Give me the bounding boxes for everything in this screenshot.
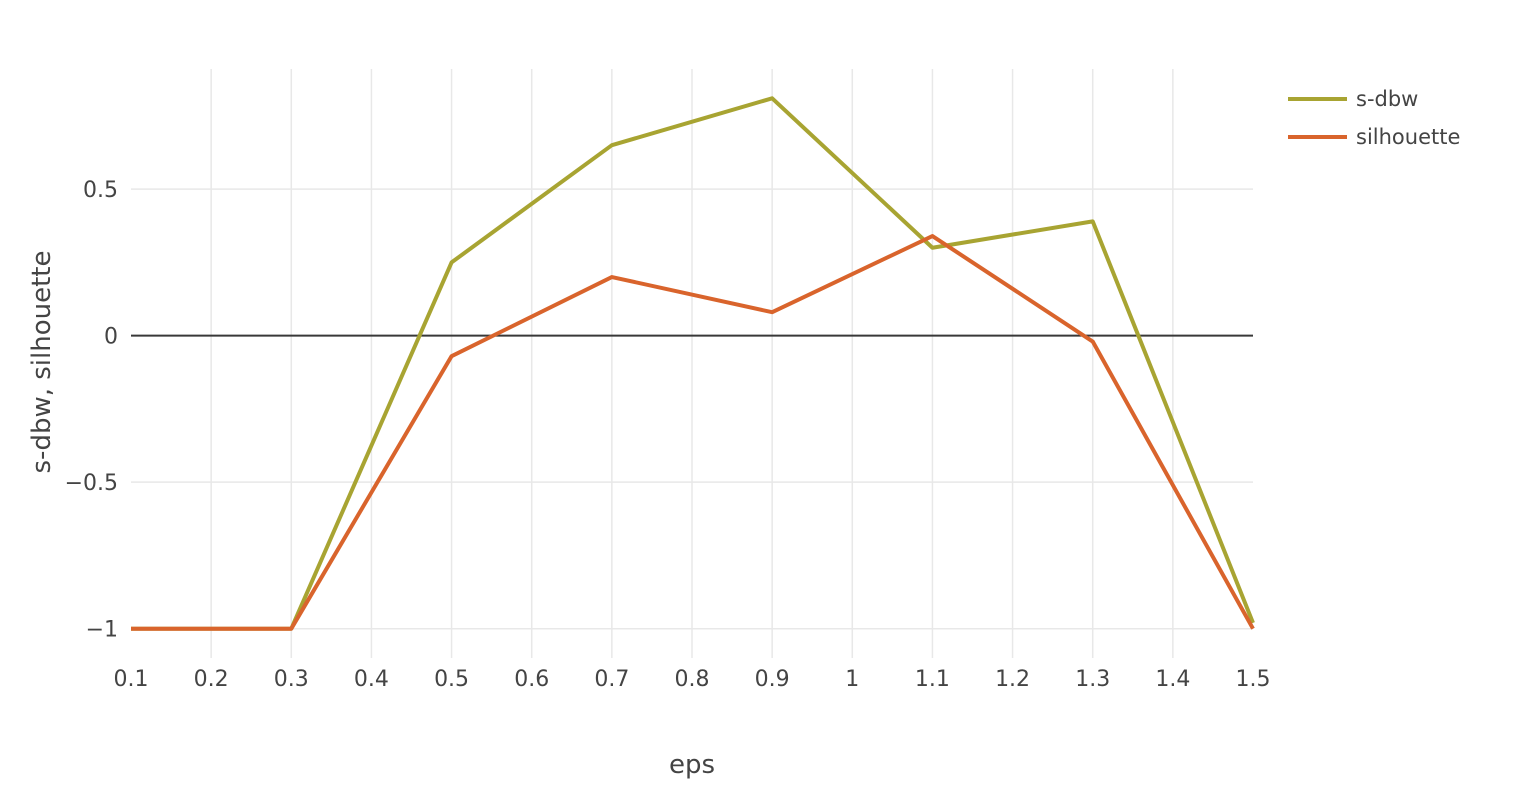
y-axis-title: s-dbw, silhouette [27, 251, 57, 474]
x-tick-label: 1.4 [1155, 667, 1190, 692]
tick-label-layer: 0.1 0.2 0.3 0.4 0.5 0.6 0.7 0.8 0.9 1 1.1 1.2 1.3 1.4… [65, 178, 1271, 692]
x-tick-label: 0.3 [274, 667, 309, 692]
series-line-silhouette [131, 234, 1255, 631]
x-tick-label: 0.2 [194, 667, 229, 692]
legend-label-s-dbw: s-dbw [1356, 87, 1418, 111]
legend: s-dbw silhouette [1288, 87, 1460, 149]
x-tick-label: 1.3 [1075, 667, 1110, 692]
x-tick-label: 0.6 [514, 667, 549, 692]
series-layer [131, 96, 1255, 631]
x-tick-label: 1.1 [915, 667, 950, 692]
x-tick-label: 1.2 [995, 667, 1030, 692]
x-tick-label: 1.5 [1236, 667, 1271, 692]
y-tick-label: 0.5 [83, 178, 118, 203]
y-tick-label: −1 [86, 618, 118, 643]
x-axis-title: eps [669, 750, 715, 780]
legend-label-silhouette: silhouette [1356, 125, 1460, 149]
x-tick-label: 1 [845, 667, 859, 692]
y-tick-label: −0.5 [65, 471, 118, 496]
x-tick-label: 0.4 [354, 667, 389, 692]
x-tick-label: 0.1 [114, 667, 149, 692]
grid-layer [131, 69, 1253, 658]
series-line-s-dbw [131, 96, 1255, 631]
y-tick-label: 0 [104, 325, 118, 350]
x-tick-label: 0.9 [755, 667, 790, 692]
x-tick-label: 0.8 [675, 667, 710, 692]
x-tick-label: 0.5 [434, 667, 469, 692]
x-tick-label: 0.7 [594, 667, 629, 692]
